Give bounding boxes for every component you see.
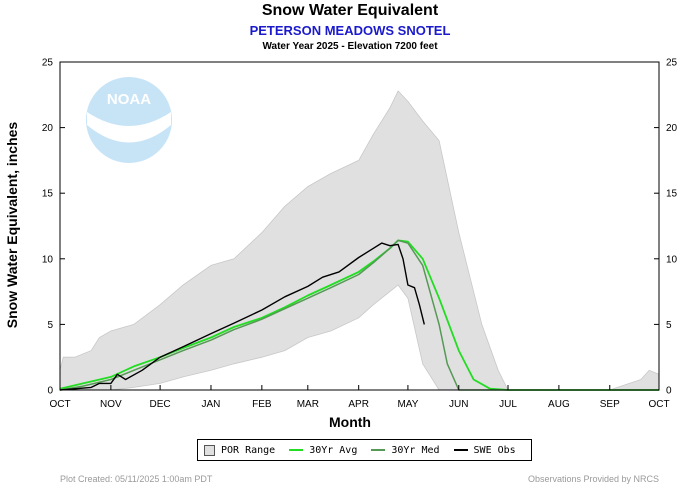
legend-label-avg: 30Yr Avg [309,444,358,456]
legend-label-por: POR Range [221,444,276,456]
y-tick-label-right: 5 [666,320,672,331]
plot-created-note: Plot Created: 05/11/2025 1:00am PDT [60,474,213,484]
legend-label-obs: SWE Obs [473,444,516,456]
x-tick-label: DEC [150,399,171,410]
legend-item-por-range: POR Range [204,444,276,456]
legend-swatch-por [204,444,215,456]
y-tick-label-right: 0 [666,386,672,397]
chart-area: NOAA 0 0 5 5 10 10 15 15 20 20 25 25 OCT NOV DEC JAN FEB… [42,58,678,411]
series-swe-obs-line [59,242,425,391]
legend-item-swe-obs: SWE Obs [453,444,516,456]
x-tick-label: JAN [202,399,221,410]
legend-item-30yr-avg: 30Yr Avg [289,445,357,456]
y-tick-label-left: 15 [42,189,54,200]
x-tick-label: APR [348,399,369,410]
y-tick-label-left: 10 [42,254,54,265]
x-tick-label: JUL [499,399,517,410]
x-tick-label: AUG [548,399,570,410]
noaa-logo-text: NOAA [107,91,151,108]
x-axis-label: Month [329,414,371,430]
legend-swatch-avg [289,449,304,451]
data-provider-note: Observations Provided by NRCS [527,474,659,484]
y-tick-label-right: 20 [666,123,678,134]
x-tick-label: OCT [49,399,70,410]
y-tick-label-left: 25 [42,58,54,69]
y-tick-label-left: 20 [42,123,54,134]
x-tick-label: FEB [252,399,272,410]
x-tick-label: JUN [449,399,468,410]
legend-item-30yr-med: 30Yr Med [371,444,440,456]
x-tick-label: MAY [397,399,418,410]
y-tick-label-left: 5 [47,320,53,331]
x-tick-label: SEP [600,399,620,410]
plot-frame [59,61,660,391]
x-tick-label: MAR [297,399,319,410]
y-tick-label-left: 0 [47,386,53,397]
y-tick-label-right: 25 [666,58,678,69]
y-axis-label: Snow Water Equivalent, inches [4,121,20,329]
chart-subtitle: Water Year 2025 - Elevation 7200 feet [262,41,438,52]
legend-label-med: 30Yr Med [391,444,440,456]
y-tick-label-right: 15 [666,189,678,200]
station-name: PETERSON MEADOWS SNOTEL [249,23,451,38]
y-tick-label-right: 10 [666,254,678,265]
legend-swatch-obs [453,449,468,451]
x-tick-label: NOV [100,399,122,410]
chart-title: Snow Water Equivalent [261,2,439,19]
legend-swatch-med [371,449,386,451]
noaa-logo: NOAA [86,77,172,163]
chart-legend: POR Range 30Yr Avg 30Yr Med SWE Obs [197,439,532,461]
x-tick-label: OCT [648,399,669,410]
